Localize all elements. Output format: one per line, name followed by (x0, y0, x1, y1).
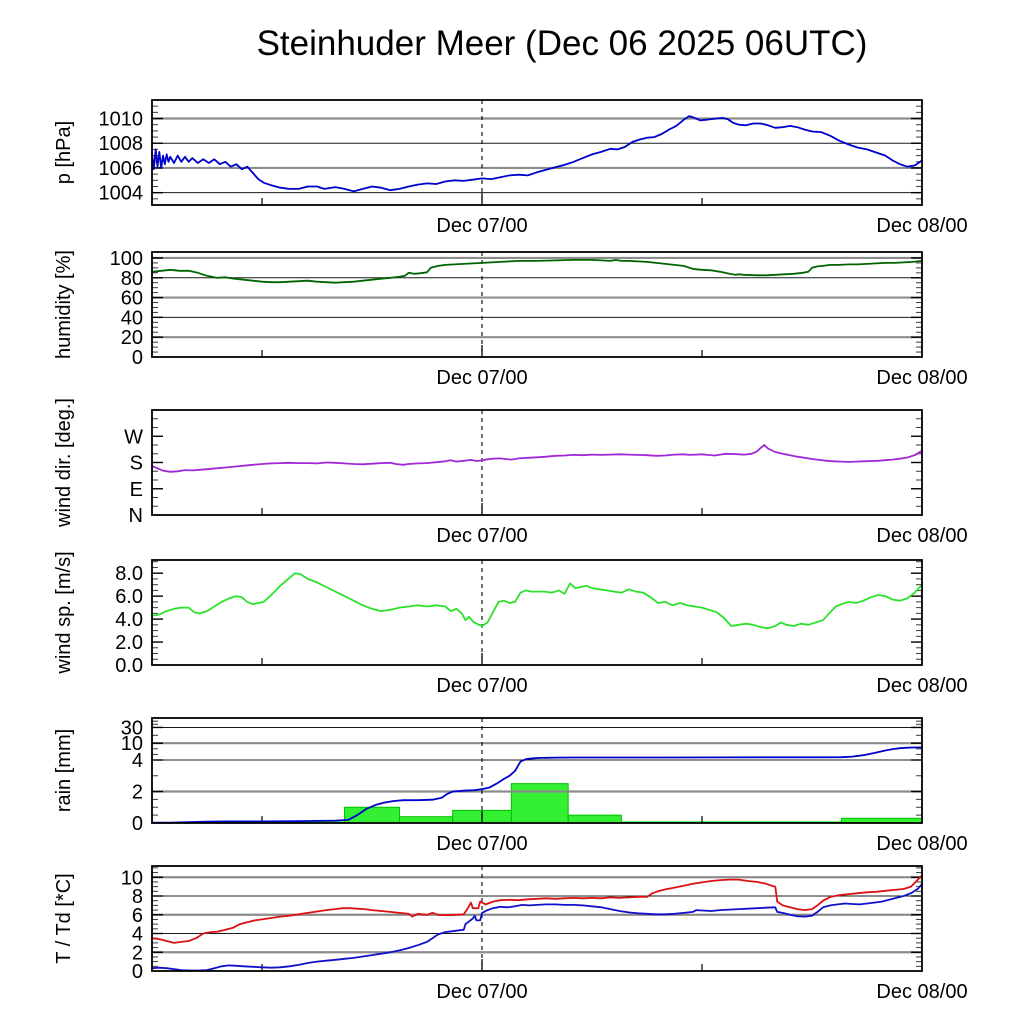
y-tick-label: 40 (121, 307, 143, 329)
y-tick-label: 0 (132, 813, 143, 835)
y-axis-title: humidity [%] (53, 250, 75, 359)
y-axis-title: rain [mm] (53, 729, 75, 812)
panel-frame (151, 251, 923, 358)
y-axis-title: T / Td [*C] (53, 873, 75, 963)
y-tick-label: 60 (121, 288, 143, 310)
y-tick-label: 0 (132, 961, 143, 983)
dewpoint-line (151, 882, 923, 972)
y-tick-label: 4 (132, 924, 143, 946)
y-tick-label: N (129, 505, 143, 527)
temperature-line (151, 874, 923, 944)
rain-bar (344, 806, 400, 824)
y-tick-label: 1004 (99, 183, 144, 205)
x-tick-label: Dec 08/00 (876, 833, 967, 855)
x-tick-label: Dec 07/00 (436, 367, 527, 389)
panel-frame (151, 717, 923, 824)
panel-frame (151, 559, 923, 666)
y-tick-label: 10 (121, 733, 143, 755)
rain-bar (567, 814, 622, 824)
x-tick-label: Dec 07/00 (436, 525, 527, 547)
y-axis-title: wind dir. [deg.] (53, 398, 75, 528)
y-tick-label: 100 (110, 248, 143, 270)
x-tick-label: Dec 08/00 (876, 675, 967, 697)
y-tick-label: 20 (121, 327, 143, 349)
humidity-line (151, 258, 923, 284)
y-tick-label: 0.0 (115, 655, 143, 677)
y-tick-label: 0 (132, 347, 143, 369)
y-tick-label: 30 (121, 717, 143, 739)
y-tick-label: S (130, 453, 143, 475)
panel-frame (151, 409, 923, 516)
panel-wind-speed: Dec 07/00 Dec 08/00 0.02.04.06.08.0 wind sp… (53, 551, 968, 697)
y-tick-label: 1006 (99, 158, 144, 180)
y-tick-label: 8.0 (115, 563, 143, 585)
y-tick-label: 1008 (99, 133, 144, 155)
y-tick-label: 4.0 (115, 609, 143, 631)
y-axis-title: wind sp. [m/s] (53, 551, 75, 674)
hourly-rain-bars (197, 783, 923, 824)
x-tick-label: Dec 07/00 (436, 675, 527, 697)
pressure-line (151, 115, 923, 193)
panel-frame (151, 99, 923, 206)
x-tick-label: Dec 07/00 (436, 215, 527, 237)
x-tick-label: Dec 07/00 (436, 981, 527, 1003)
wind-speed-line (151, 572, 923, 630)
x-tick-label: Dec 08/00 (876, 525, 967, 547)
y-tick-label: 10 (121, 867, 143, 889)
rain-bar (510, 783, 569, 824)
x-tick-label: Dec 08/00 (876, 367, 967, 389)
rain-bar (399, 816, 454, 824)
x-tick-label: Dec 07/00 (436, 833, 527, 855)
y-tick-label: E (130, 479, 143, 501)
y-tick-label: 6.0 (115, 586, 143, 608)
wind-direction-line (151, 444, 923, 473)
y-axis-title: p [hPa] (53, 121, 75, 184)
y-tick-label: 1010 (99, 109, 144, 131)
y-tick-label: 80 (121, 268, 143, 290)
y-tick-label: 2 (132, 942, 143, 964)
chart-title: Steinhuder Meer (Dec 06 2025 06UTC) (256, 24, 868, 63)
x-tick-label: Dec 08/00 (876, 981, 967, 1003)
y-tick-label: 4 (132, 750, 143, 772)
y-tick-label: 8 (132, 886, 143, 908)
y-tick-label: 2.0 (115, 632, 143, 654)
panel-frame (151, 865, 923, 972)
y-tick-label: 2 (132, 782, 143, 804)
y-tick-label: W (124, 426, 143, 448)
y-tick-label: 6 (132, 905, 143, 927)
accumulated-rain-line (151, 746, 923, 824)
x-tick-label: Dec 08/00 (876, 215, 967, 237)
